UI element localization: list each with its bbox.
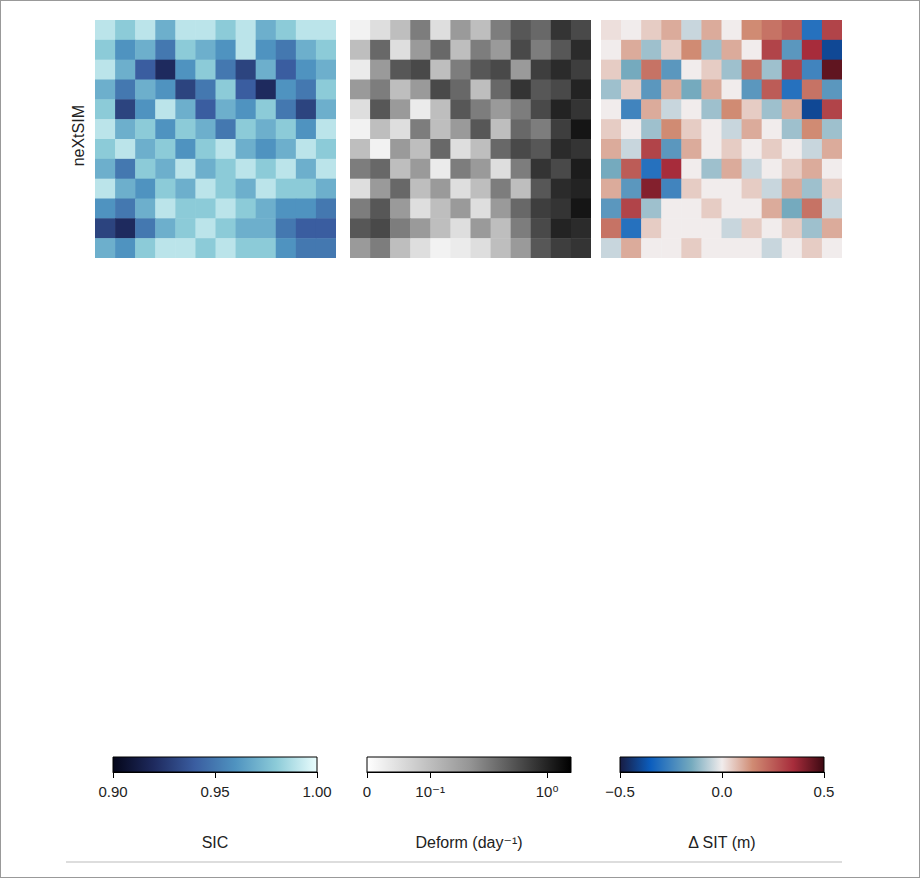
- svg-text:10⁰: 10⁰: [536, 783, 559, 800]
- svg-text:0.0: 0.0: [712, 783, 733, 800]
- svg-text:−0.5: −0.5: [605, 783, 635, 800]
- svg-text:0: 0: [363, 783, 371, 800]
- svg-text:Δ SIT (m): Δ SIT (m): [688, 834, 755, 851]
- svg-text:0.90: 0.90: [98, 783, 127, 800]
- svg-text:neXtSIM: neXtSIM: [70, 105, 87, 166]
- svg-text:1.00: 1.00: [302, 783, 331, 800]
- svg-text:Deform (day⁻¹): Deform (day⁻¹): [415, 834, 522, 851]
- svg-text:SIC: SIC: [202, 834, 229, 851]
- svg-text:0.95: 0.95: [200, 783, 229, 800]
- svg-text:0.5: 0.5: [814, 783, 835, 800]
- svg-text:10⁻¹: 10⁻¹: [415, 783, 445, 800]
